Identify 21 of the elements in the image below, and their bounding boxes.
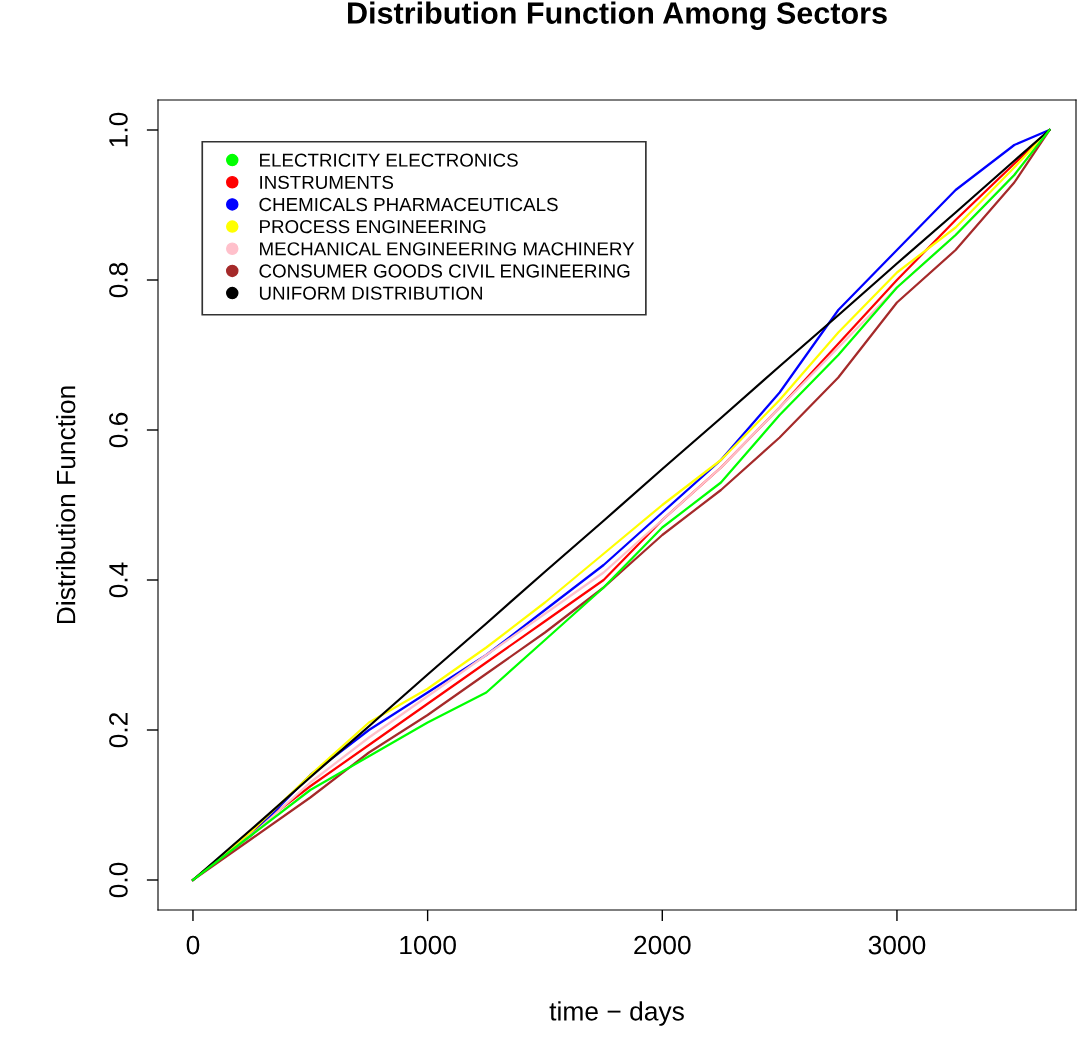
- y-tick-label: 1.0: [109, 112, 128, 147]
- x-tick-label: 0: [186, 935, 200, 955]
- x-tick-label: 2000: [634, 935, 691, 955]
- y-axis-title: Distribution Function: [56, 386, 76, 624]
- y-tick-label: 0.8: [109, 262, 128, 298]
- x-tick-label: 1000: [400, 935, 456, 955]
- legend-label: CHEMICALS PHARMACEUTICALS: [259, 197, 558, 212]
- legend-label: CONSUMER GOODS CIVIL ENGINEERING: [259, 264, 630, 278]
- line-series: [191, 128, 1051, 882]
- y-tick-label: 0.0: [109, 862, 128, 898]
- y-tick-label: 0.6: [109, 412, 128, 448]
- y-tick-label: 0.4: [109, 562, 128, 598]
- chart-title: Distribution Function Among Sectors: [348, 1, 887, 31]
- legend-label: UNIFORM DISTRIBUTION: [259, 286, 482, 300]
- x-axis-title: time − days: [549, 1001, 684, 1026]
- legend-label: PROCESS ENGINEERING: [260, 220, 486, 234]
- x-tick-label: 3000: [868, 935, 926, 955]
- legend-label: INSTRUMENTS: [260, 175, 394, 189]
- legend-label: MECHANICAL ENGINEERING MACHINERY: [260, 242, 635, 256]
- legend-label: ELECTRICITY ELECTRONICS: [260, 153, 518, 167]
- y-tick-label: 0.2: [109, 712, 128, 748]
